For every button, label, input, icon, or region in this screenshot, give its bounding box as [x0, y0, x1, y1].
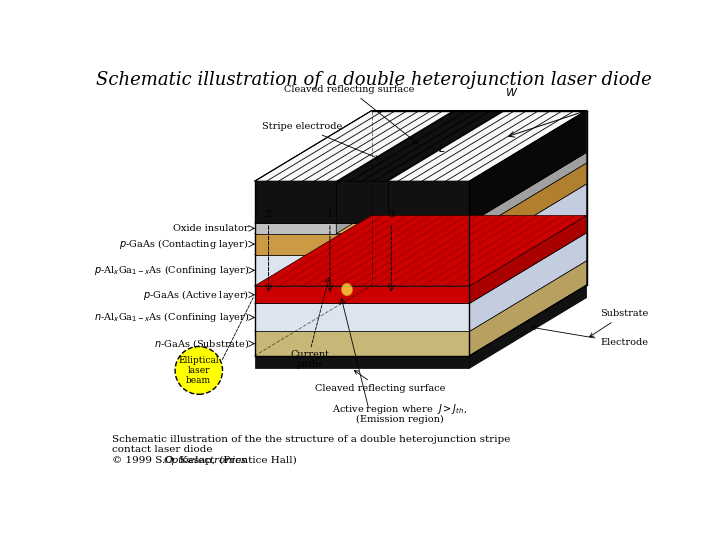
Text: $p$-GaAs (Contacting layer): $p$-GaAs (Contacting layer) [120, 237, 249, 251]
Polygon shape [255, 184, 587, 254]
Text: $n$-Al$_x$Ga$_{1-x}$As (Confining layer): $n$-Al$_x$Ga$_{1-x}$As (Confining layer) [94, 310, 249, 325]
Text: 3: 3 [388, 210, 395, 219]
Text: Active region where  $J > J_{th}$,: Active region where $J > J_{th}$, [332, 402, 467, 416]
Polygon shape [469, 215, 587, 303]
Polygon shape [255, 152, 454, 223]
Polygon shape [255, 234, 469, 254]
Text: Schematic illustration of the the structure of a double heterojunction stripe: Schematic illustration of the the struct… [112, 435, 510, 444]
Text: Elliptical
laser
beam: Elliptical laser beam [179, 355, 219, 386]
Text: © 1999 S.O. Kasap,: © 1999 S.O. Kasap, [112, 456, 219, 464]
Polygon shape [388, 223, 469, 234]
Ellipse shape [175, 347, 222, 394]
Polygon shape [255, 111, 587, 181]
Text: $p$-GaAs (Active layer): $p$-GaAs (Active layer) [143, 288, 249, 302]
Polygon shape [255, 233, 587, 303]
Polygon shape [255, 286, 469, 303]
Text: Current
paths: Current paths [291, 349, 330, 369]
Polygon shape [469, 261, 587, 356]
Text: $p$-Al$_x$Ga$_{1-x}$As (Confining layer): $p$-Al$_x$Ga$_{1-x}$As (Confining layer) [94, 264, 249, 277]
Polygon shape [336, 152, 454, 234]
Polygon shape [469, 285, 587, 368]
Text: Substrate: Substrate [590, 309, 649, 336]
Text: Stripe electrode: Stripe electrode [262, 122, 379, 159]
Polygon shape [255, 215, 587, 286]
Text: 2: 2 [266, 210, 271, 219]
Text: Optoelectronics: Optoelectronics [163, 456, 247, 464]
Polygon shape [469, 163, 587, 254]
Text: $L$: $L$ [438, 142, 445, 154]
Text: $W$: $W$ [505, 86, 518, 98]
Text: Oxide insulator: Oxide insulator [174, 224, 249, 233]
Polygon shape [469, 111, 587, 223]
Polygon shape [255, 356, 469, 368]
Polygon shape [388, 152, 587, 223]
Text: 1: 1 [327, 210, 333, 219]
Text: (Prentice Hall): (Prentice Hall) [215, 456, 297, 464]
Polygon shape [255, 303, 469, 332]
Polygon shape [255, 215, 587, 286]
Text: (Emission region): (Emission region) [356, 415, 444, 424]
Polygon shape [336, 181, 388, 223]
Text: Schematic illustration of a double heterojunction laser diode: Schematic illustration of a double heter… [96, 71, 652, 89]
Polygon shape [255, 261, 587, 332]
Text: contact laser diode: contact laser diode [112, 446, 213, 454]
Polygon shape [255, 181, 469, 223]
Polygon shape [255, 223, 336, 234]
Polygon shape [255, 111, 587, 181]
Polygon shape [255, 254, 469, 286]
Text: Cleaved reflecting surface: Cleaved reflecting surface [315, 370, 446, 393]
Text: $n$-GaAs (Substrate): $n$-GaAs (Substrate) [153, 337, 249, 350]
Polygon shape [469, 152, 587, 234]
Ellipse shape [341, 284, 353, 296]
Polygon shape [255, 332, 469, 356]
Polygon shape [255, 163, 587, 234]
Polygon shape [469, 184, 587, 286]
Polygon shape [336, 111, 505, 181]
Polygon shape [336, 111, 505, 181]
Polygon shape [469, 233, 587, 332]
Text: Electrode: Electrode [531, 326, 649, 347]
Text: Cleaved reflecting surface: Cleaved reflecting surface [284, 85, 418, 144]
